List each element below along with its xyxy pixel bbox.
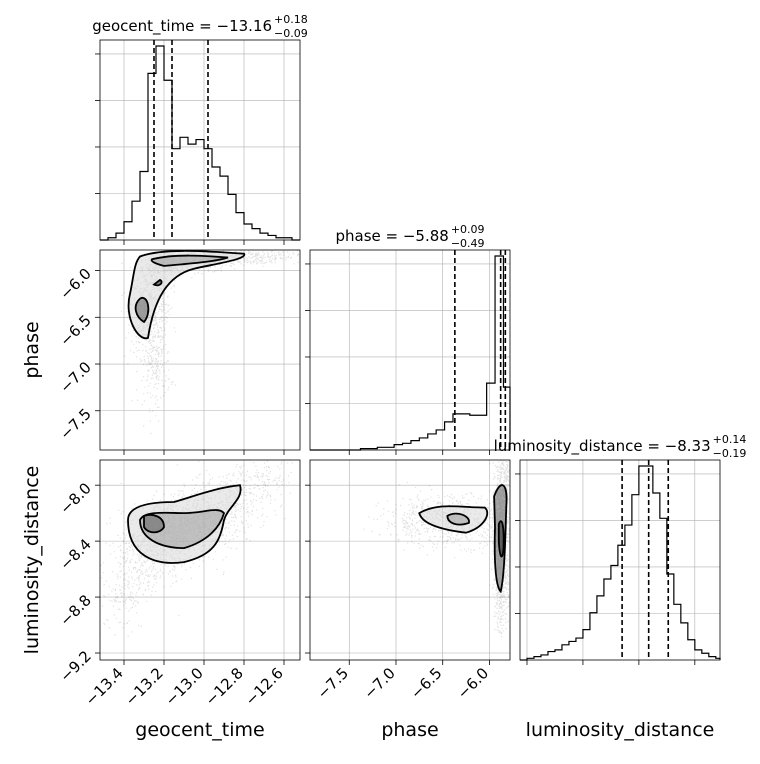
x-tick-label: −13.4 bbox=[82, 664, 127, 709]
scatter-axes-geocent_time-phase-frame bbox=[99, 249, 301, 451]
scatter-geocent_time-luminosity_distance bbox=[100, 460, 300, 637]
x-tick-label: −6.0 bbox=[454, 664, 492, 702]
y-axis-label-luminosity_distance: luminosity_distance bbox=[21, 466, 43, 655]
histogram-phase bbox=[310, 255, 511, 451]
scatter-geocent_time-phase bbox=[120, 250, 300, 434]
title-sup: +0.14 bbox=[713, 433, 747, 446]
density-contour bbox=[152, 278, 163, 287]
x-axis-label-phase: phase bbox=[381, 719, 438, 741]
x-tick-label: −6.5 bbox=[407, 664, 445, 702]
y-tick-label: −6.0 bbox=[56, 265, 94, 303]
title-sub: −0.49 bbox=[451, 237, 485, 250]
y-tick-label: −8.8 bbox=[56, 591, 94, 629]
title-main: luminosity_distance = −8.33 bbox=[494, 437, 711, 456]
y-tick-label: −8.0 bbox=[56, 479, 94, 517]
y-tick-label: −6.5 bbox=[56, 311, 94, 349]
y-axis-label-phase: phase bbox=[21, 321, 43, 378]
x-tick-label: −13.2 bbox=[122, 664, 167, 709]
title-sup: +0.18 bbox=[274, 13, 308, 26]
scatter-axes-geocent_time-luminosity_distance-frame bbox=[99, 459, 301, 661]
density-contour bbox=[446, 512, 470, 526]
x-tick-label: −12.8 bbox=[202, 664, 247, 709]
title-luminosity_distance: luminosity_distance = −8.33 +0.14−0.19 bbox=[494, 433, 747, 460]
histogram-axes-luminosity_distance-frame bbox=[519, 459, 721, 661]
density-contour bbox=[143, 513, 165, 534]
density-contour bbox=[127, 250, 245, 339]
histogram-axes-geocent_time-frame bbox=[99, 39, 301, 241]
x-tick-label: −12.6 bbox=[242, 664, 287, 709]
density-contour bbox=[497, 520, 505, 558]
histogram-axes-phase-frame bbox=[309, 249, 511, 451]
x-axis-label-luminosity_distance: luminosity_distance bbox=[526, 719, 715, 741]
title-phase: phase = −5.88 +0.09−0.49 bbox=[335, 223, 484, 250]
x-tick-label: −13.0 bbox=[162, 664, 207, 709]
x-tick-label: −7.5 bbox=[314, 664, 352, 702]
histogram-luminosity_distance bbox=[520, 465, 721, 661]
x-axis-label-geocent_time: geocent_time bbox=[135, 719, 264, 741]
title-geocent_time: geocent_time = −13.16 +0.18−0.09 bbox=[92, 13, 308, 40]
density-contour bbox=[134, 296, 150, 324]
title-main: geocent_time = −13.16 bbox=[92, 17, 272, 36]
title-sub: −0.19 bbox=[713, 447, 747, 460]
y-tick-label: −8.4 bbox=[56, 535, 94, 573]
title-main: phase = −5.88 bbox=[335, 227, 448, 245]
y-tick-label: −9.2 bbox=[56, 647, 94, 685]
histogram-geocent_time bbox=[100, 45, 300, 241]
y-tick-label: −7.5 bbox=[56, 405, 94, 443]
title-sub: −0.09 bbox=[274, 27, 308, 40]
scatter-points bbox=[363, 460, 510, 638]
x-tick-label: −7.0 bbox=[360, 664, 398, 702]
scatter-axes-phase-luminosity_distance-frame bbox=[309, 459, 511, 661]
density-contour bbox=[150, 254, 229, 267]
title-sup: +0.09 bbox=[451, 223, 485, 236]
y-tick-label: −7.0 bbox=[56, 358, 94, 396]
scatter-phase-luminosity_distance bbox=[363, 460, 510, 638]
